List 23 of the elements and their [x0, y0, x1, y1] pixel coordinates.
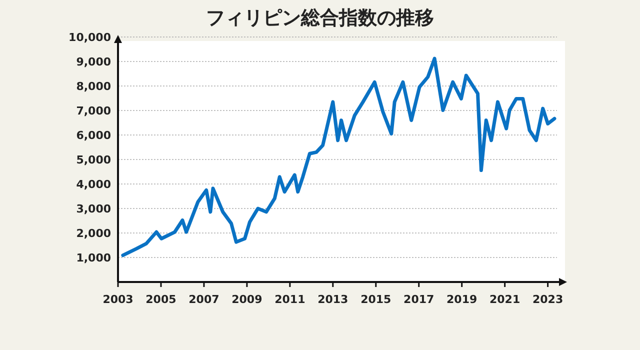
y-tick-label: 7,000: [76, 104, 112, 118]
x-tick-label: 2003: [102, 293, 134, 306]
x-tick-label: 2011: [274, 293, 306, 306]
y-tick-label: 6,000: [76, 129, 112, 142]
x-tick-label: 2017: [404, 293, 434, 306]
x-tick-label: 2023: [532, 293, 564, 306]
x-tick-label: 2021: [490, 293, 520, 306]
y-tick-label: 10,000: [68, 31, 112, 44]
y-tick-label: 8,000: [76, 80, 112, 93]
x-tick-label: 2019: [446, 293, 478, 306]
y-tick-label: 9,000: [76, 56, 112, 68]
y-tick-label: 1,000: [76, 252, 112, 264]
x-tick-label: 2013: [318, 293, 348, 306]
y-tick-label: 2,000: [76, 227, 112, 240]
y-tick-label: 5,000: [76, 154, 112, 166]
y-tick-label: 3,000: [76, 202, 112, 216]
x-tick-label: 2005: [146, 293, 176, 306]
x-tick-label: 2015: [360, 293, 392, 306]
chart-title: フィリピン総合指数の推移: [206, 7, 434, 29]
x-tick-label: 2009: [232, 293, 262, 306]
line-series: [121, 56, 556, 258]
x-tick-label: 2007: [188, 293, 220, 306]
y-tick-label: 4,000: [76, 178, 112, 191]
